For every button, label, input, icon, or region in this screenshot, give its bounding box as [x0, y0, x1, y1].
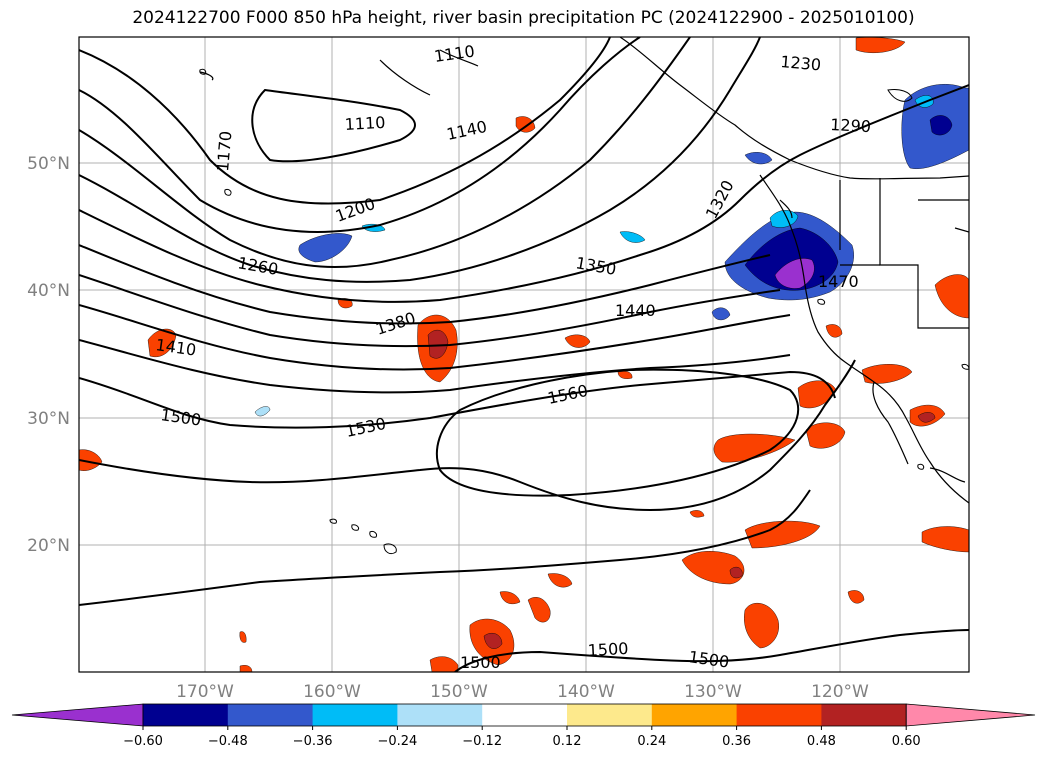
- lat-label: 30°N: [27, 409, 70, 429]
- colorbar-tick-label: −0.24: [377, 734, 417, 749]
- lon-label: 150°W: [430, 682, 488, 702]
- contour-label: 1470: [818, 272, 859, 291]
- longitude-labels: 170°W 160°W 150°W 140°W 130°W 120°W: [176, 682, 869, 702]
- colorbar: −0.60 −0.48 −0.36 −0.24 −0.12 0.12 0.24 0.36 0.4…: [11, 703, 1036, 749]
- contour-label: 1230: [780, 52, 822, 74]
- contour-labels: 1110 1110 1140 1170 1200 1230 1260 1290 …: [154, 41, 871, 672]
- lat-label: 50°N: [27, 154, 70, 174]
- colorbar-outline: [142, 703, 907, 727]
- lon-label: 170°W: [176, 682, 234, 702]
- map-area: [79, 37, 969, 672]
- contour-label: 1110: [344, 113, 386, 134]
- colorbar-segment: [227, 704, 314, 726]
- lat-label: 20°N: [27, 536, 70, 556]
- height-contours: [79, 37, 969, 672]
- colorbar-segment: [736, 704, 822, 726]
- map-border: [78, 36, 970, 673]
- colorbar-extend-low: [11, 703, 144, 727]
- colorbar-segment: [482, 704, 568, 726]
- precipitation-shading: [79, 37, 969, 672]
- lon-label: 130°W: [684, 682, 742, 702]
- colorbar-tick-label: −0.60: [123, 734, 163, 749]
- colorbar-segment: [143, 704, 229, 726]
- colorbar-segment: [312, 704, 398, 726]
- lat-label: 40°N: [27, 281, 70, 301]
- colorbar-segment: [651, 704, 738, 726]
- colorbar-segment: [397, 704, 483, 726]
- islands: [199, 68, 969, 555]
- coastlines: [199, 37, 969, 504]
- colorbar-tick-label: 0.24: [637, 734, 666, 749]
- colorbar-tick-label: 0.48: [807, 734, 836, 749]
- lon-label: 160°W: [303, 682, 361, 702]
- contour-label: 1290: [830, 115, 872, 136]
- colorbar-tick-label: 0.12: [553, 734, 582, 749]
- colorbar-segment: [567, 704, 653, 726]
- colorbar-extend-high: [905, 703, 1036, 727]
- colorbar-tick-label: −0.12: [462, 734, 502, 749]
- lon-label: 120°W: [811, 682, 869, 702]
- colorbar-tick-label: 0.36: [722, 734, 751, 749]
- contour-label: 1170: [213, 130, 235, 172]
- contour-label: 1500: [587, 639, 629, 660]
- contour-label: 1440: [615, 301, 656, 320]
- map-title: 2024122700 F000 850 hPa height, river ba…: [132, 8, 915, 28]
- lon-label: 140°W: [557, 682, 615, 702]
- contour-label: 1500: [460, 653, 501, 672]
- latitude-labels: 50°N 40°N 30°N 20°N: [27, 154, 70, 556]
- colorbar-tick-label: 0.60: [892, 734, 921, 749]
- colorbar-tick-label: −0.48: [208, 734, 248, 749]
- colorbar-tick-label: −0.36: [293, 734, 333, 749]
- colorbar-segment: [821, 704, 907, 726]
